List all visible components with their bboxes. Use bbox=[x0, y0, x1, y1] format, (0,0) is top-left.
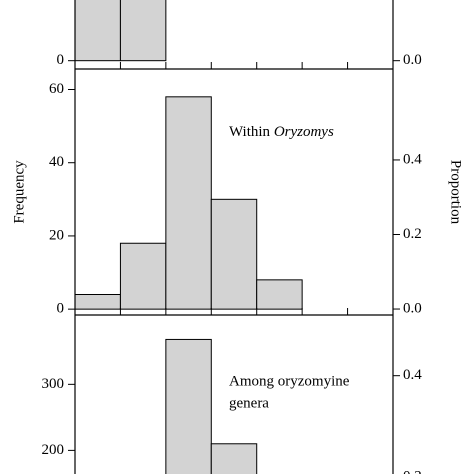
annotation: Within Oryzomys bbox=[229, 124, 334, 140]
bar bbox=[119, 0, 167, 62]
bar bbox=[165, 96, 212, 310]
y-tick-label: 40 bbox=[49, 154, 64, 170]
annotation-italic: Oryzomys bbox=[274, 124, 334, 140]
y2-tick-label: 0.2 bbox=[403, 226, 422, 242]
bar bbox=[119, 242, 167, 310]
y-axis-label: Frequency bbox=[11, 160, 27, 224]
y-tick-label: 60 bbox=[49, 81, 64, 97]
panel bbox=[165, 338, 258, 474]
bar bbox=[165, 338, 212, 474]
y2-tick-label: 0.0 bbox=[403, 52, 422, 68]
bar bbox=[75, 294, 121, 310]
y-tick-label: 20 bbox=[49, 227, 64, 243]
bar bbox=[75, 0, 121, 62]
bar bbox=[256, 279, 303, 310]
y2-tick-label: 0.2 bbox=[403, 468, 422, 474]
y-tick-label: 300 bbox=[42, 376, 65, 392]
y-tick-label: 200 bbox=[42, 442, 65, 458]
y2-axis-label: Proportion bbox=[448, 160, 464, 225]
y2-tick-label: 0.4 bbox=[403, 367, 422, 383]
panel bbox=[75, 0, 167, 62]
y2-tick-label: 0.0 bbox=[403, 300, 422, 316]
y-tick-label: 0 bbox=[57, 52, 65, 68]
annotation: Among oryzomyine bbox=[229, 373, 350, 389]
annotation: genera bbox=[229, 395, 269, 411]
y2-tick-label: 0.4 bbox=[403, 151, 422, 167]
annotation-text: Within bbox=[229, 124, 274, 140]
panel bbox=[75, 96, 303, 310]
bar bbox=[210, 198, 258, 310]
y-tick-label: 0 bbox=[57, 301, 65, 317]
bar bbox=[210, 443, 258, 474]
